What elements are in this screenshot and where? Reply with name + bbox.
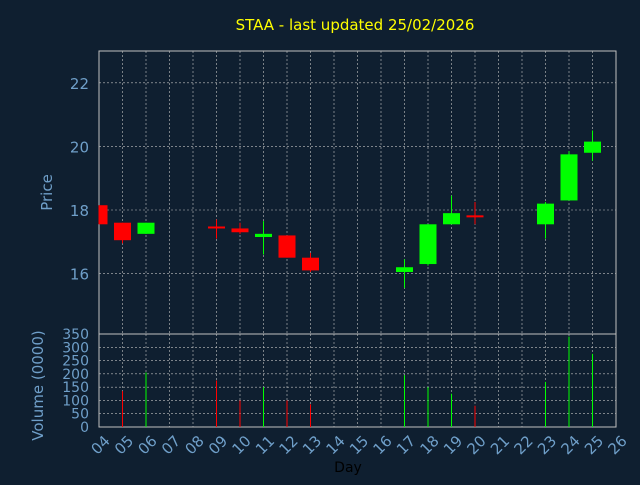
x-tick-label: 07 — [158, 432, 184, 458]
candle — [584, 130, 601, 161]
candle-body — [419, 224, 437, 265]
day-x-ticks: 0405060708091011121314151617181920212223… — [88, 432, 631, 458]
candle — [396, 259, 413, 288]
candle — [255, 221, 272, 255]
candle — [560, 151, 578, 201]
volume-y-tick-label: 0 — [80, 420, 89, 436]
price-y-tick-label: 18 — [70, 202, 89, 220]
candle — [114, 222, 131, 244]
candle-body — [208, 226, 225, 229]
x-tick-label: 25 — [581, 432, 607, 458]
candle-body — [255, 233, 272, 238]
volume-y-tick-label: 100 — [62, 393, 89, 409]
chart-title: STAA - last updated 25/02/2026 — [236, 16, 475, 34]
x-tick-label: 13 — [299, 432, 325, 458]
candle — [98, 205, 108, 225]
volume-y-tick-label: 150 — [62, 380, 89, 396]
candle-body — [396, 267, 413, 272]
x-tick-label: 11 — [252, 432, 278, 458]
x-tick-label: 16 — [370, 432, 396, 458]
candle-body — [584, 141, 601, 153]
volume-y-tick-label: 50 — [71, 407, 89, 423]
candle — [278, 235, 296, 258]
x-tick-label: 26 — [605, 432, 631, 458]
candle — [208, 219, 225, 239]
x-tick-label: 20 — [464, 432, 490, 458]
price-y-tick-label: 20 — [70, 138, 89, 156]
x-tick-label: 05 — [111, 432, 137, 458]
volume-y-axis-label: Volume (0000) — [29, 330, 47, 440]
candle-body — [231, 228, 249, 233]
price-grid — [98, 51, 617, 334]
price-y-axis-label: Price — [38, 174, 56, 211]
x-tick-label: 06 — [135, 432, 161, 458]
candle-body — [278, 235, 296, 258]
candle-body — [466, 215, 484, 218]
x-tick-label: 23 — [534, 432, 560, 458]
price-y-tick-label: 16 — [70, 266, 89, 284]
x-tick-label: 04 — [88, 432, 114, 458]
x-tick-label: 12 — [276, 432, 302, 458]
candle — [302, 252, 319, 272]
x-tick-label: 19 — [440, 432, 466, 458]
candle-body — [443, 213, 460, 225]
x-tick-label: 15 — [346, 432, 372, 458]
x-tick-label: 18 — [417, 432, 443, 458]
candle — [443, 195, 460, 225]
price-y-ticks: 16 18 20 22 — [70, 75, 89, 284]
x-tick-label: 09 — [205, 432, 231, 458]
candle-body — [302, 257, 319, 271]
volume-y-tick-label: 350 — [62, 327, 89, 343]
candle — [137, 222, 155, 234]
price-y-tick-label: 22 — [70, 75, 89, 93]
volume-y-tick-label: 300 — [62, 340, 89, 356]
x-tick-label: 14 — [323, 432, 349, 458]
candles — [98, 130, 601, 288]
x-axis-label: Day — [334, 460, 362, 476]
candle-body — [99, 205, 108, 225]
volume-grid — [98, 333, 617, 428]
volume-y-tick-label: 250 — [62, 354, 89, 370]
candle-body — [537, 203, 554, 225]
volume-bars — [122, 336, 593, 427]
x-tick-label: 10 — [229, 432, 255, 458]
volume-y-tick-label: 200 — [62, 367, 89, 383]
x-tick-label: 22 — [511, 432, 537, 458]
candle — [419, 224, 437, 266]
x-tick-label: 17 — [393, 432, 419, 458]
candle — [231, 222, 249, 234]
candle-body — [560, 154, 578, 201]
x-tick-label: 21 — [487, 432, 513, 458]
candle-body — [137, 222, 155, 234]
candle — [466, 202, 484, 225]
x-tick-label: 24 — [558, 432, 584, 458]
candle — [537, 202, 554, 239]
x-tick-label: 08 — [182, 432, 208, 458]
candle-body — [114, 222, 131, 241]
